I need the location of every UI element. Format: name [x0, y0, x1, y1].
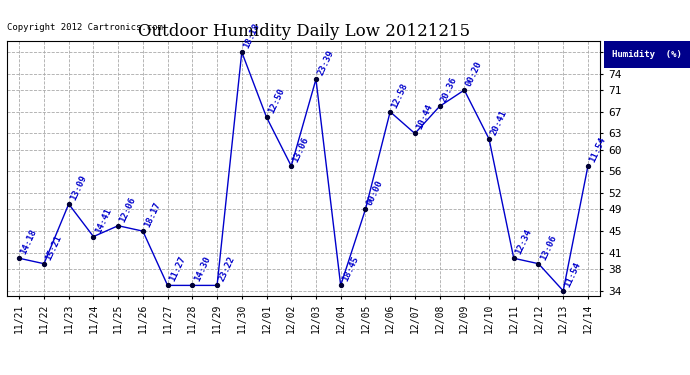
Text: Humidity  (%): Humidity (%)	[612, 50, 682, 59]
Point	[335, 282, 346, 288]
Text: 14:18: 14:18	[19, 228, 39, 256]
Point	[360, 207, 371, 213]
Point	[558, 288, 569, 294]
Point	[310, 76, 322, 82]
Point	[137, 228, 148, 234]
Point	[484, 136, 495, 142]
Point	[88, 234, 99, 240]
Text: Outdoor Humidity Daily Low 20121215: Outdoor Humidity Daily Low 20121215	[137, 22, 470, 39]
Text: 12:58: 12:58	[390, 81, 410, 110]
Point	[409, 130, 420, 136]
Text: 18:17: 18:17	[143, 201, 162, 229]
Text: Copyright 2012 Cartronics.com: Copyright 2012 Cartronics.com	[7, 22, 163, 32]
Point	[236, 49, 247, 55]
Text: 10:44: 10:44	[415, 103, 435, 131]
Text: 11:54: 11:54	[563, 261, 583, 289]
Text: 00:00: 00:00	[366, 179, 385, 207]
Point	[261, 114, 272, 120]
Point	[187, 282, 198, 288]
Text: 12:50: 12:50	[266, 87, 286, 115]
Text: 15:21: 15:21	[44, 233, 63, 261]
Text: 18:18: 18:18	[241, 22, 262, 50]
Text: 13:06: 13:06	[291, 136, 310, 164]
Text: 12:06: 12:06	[118, 195, 138, 223]
Text: 23:39: 23:39	[316, 49, 335, 77]
Text: 00:20: 00:20	[464, 60, 484, 88]
Text: 20:41: 20:41	[489, 109, 509, 137]
Text: 14:30: 14:30	[193, 255, 212, 283]
Text: 12:34: 12:34	[514, 228, 533, 256]
Point	[384, 109, 395, 115]
Point	[14, 255, 25, 261]
Point	[286, 163, 297, 169]
Text: 18:45: 18:45	[341, 255, 360, 283]
Text: 23:22: 23:22	[217, 255, 237, 283]
Point	[582, 163, 593, 169]
Text: 13:06: 13:06	[538, 233, 558, 261]
Point	[212, 282, 223, 288]
Text: 20:36: 20:36	[440, 76, 459, 104]
Text: 13:09: 13:09	[69, 174, 88, 202]
Text: 11:54: 11:54	[588, 136, 607, 164]
Point	[39, 261, 50, 267]
Point	[63, 201, 75, 207]
Text: 11:27: 11:27	[168, 255, 187, 283]
Point	[459, 87, 470, 93]
Point	[533, 261, 544, 267]
Text: 14:41: 14:41	[93, 206, 113, 234]
Point	[434, 104, 445, 110]
Point	[509, 255, 520, 261]
Point	[162, 282, 173, 288]
Point	[112, 223, 124, 229]
